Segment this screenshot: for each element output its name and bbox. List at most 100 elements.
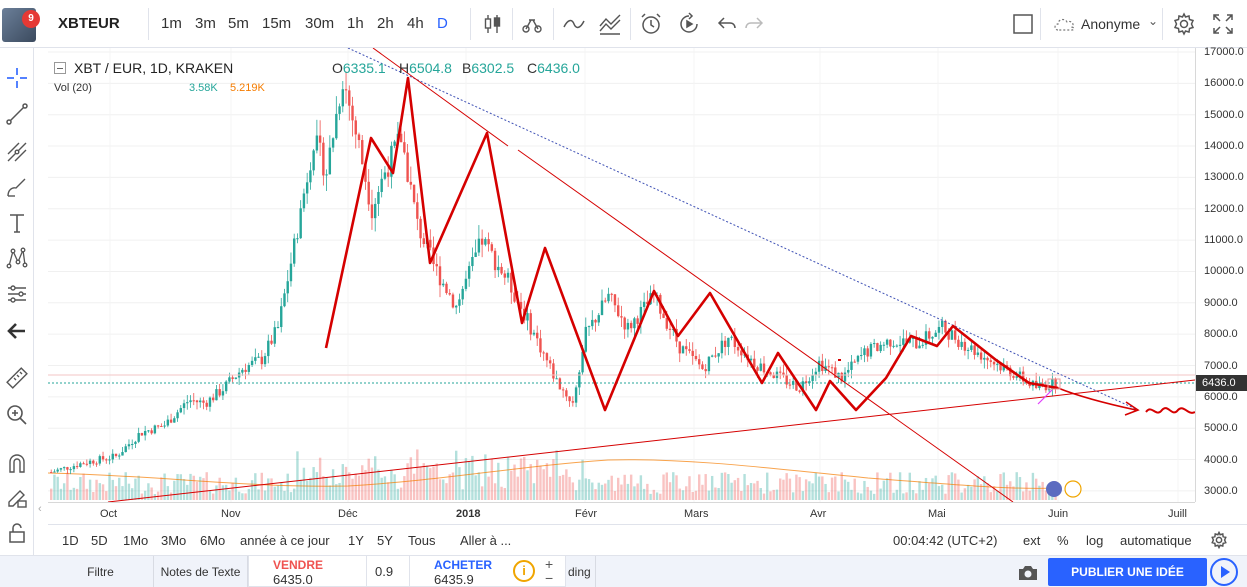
timeframe-4h[interactable]: 4h [407,15,424,32]
toggle-log[interactable]: log [1086,533,1104,548]
play-icon[interactable] [1210,558,1238,586]
lock-pencil-icon[interactable] [5,486,29,510]
chevron-down-icon[interactable]: ⌄ [1148,14,1159,28]
lock-icon[interactable] [5,521,29,545]
quantity-value[interactable]: 0.9 [375,564,394,579]
camera-icon[interactable] [1017,564,1039,582]
timeframe-30m[interactable]: 30m [305,15,335,32]
chevron-left-icon[interactable]: ‹ [38,503,42,515]
info-icon[interactable]: i [513,560,535,582]
candle-body [986,357,989,361]
candle-body [662,313,665,318]
volume-bar [876,472,879,500]
candle-body [75,466,79,468]
volume-bar [986,483,989,500]
tab-trading[interactable]: ding [566,556,596,587]
timeframe-5m[interactable]: 5m [228,15,249,32]
user-menu[interactable]: Anonyme [1081,16,1141,32]
zoom-in-icon[interactable] [5,403,29,427]
goto-date[interactable]: Aller à ... [460,533,512,548]
candles-icon[interactable] [481,12,505,36]
symbol-search[interactable]: XBTEUR [58,15,120,32]
candle-body [558,378,562,390]
volume-bar [260,472,263,500]
range-1d[interactable]: 1D [62,533,79,548]
undo-icon[interactable] [715,12,739,36]
quantity-minus-button[interactable]: − [545,570,554,586]
volume-bar [539,465,542,500]
indicators-icon[interactable] [562,12,586,36]
volume-bar [493,483,497,500]
expand-icon[interactable] [1211,12,1235,36]
range-1y[interactable]: 1Y [348,533,364,548]
trend-line-icon[interactable] [5,102,29,126]
timeframe-d[interactable]: D [437,15,448,32]
volume-bar [267,478,270,500]
tab-notes[interactable]: Notes de Texte [154,556,248,587]
price-axis[interactable]: 17000.0 16000.0 15000.0 14000.0 13000.0 12000… [1195,46,1247,502]
user-drawings[interactable] [107,48,1195,502]
range-all[interactable]: Tous [408,533,436,548]
candle-body [587,326,591,328]
volume-bar [960,492,963,500]
candle-body [338,106,341,114]
price-chart[interactable] [48,48,1195,502]
candle-body [581,351,584,373]
volume-bar [853,478,856,500]
volume-bar [872,493,876,500]
timeframe-1m[interactable]: 1m [161,15,182,32]
toggle-auto[interactable]: automatique [1120,533,1192,548]
ruler-icon[interactable] [5,366,29,390]
fullscreen-box-icon[interactable] [1011,12,1035,36]
gear-icon[interactable] [1172,12,1196,36]
pitchfork-icon[interactable] [5,140,29,164]
volume-bar [140,493,144,500]
gear-icon[interactable] [1210,531,1228,549]
range-5d[interactable]: 5D [91,533,108,548]
volume-bar [613,490,617,500]
brush-icon[interactable] [5,175,29,199]
series-title[interactable]: XBT / EUR, 1D, KRAKEN [74,60,234,76]
quantity-plus-button[interactable]: + [545,556,554,572]
tab-filtre[interactable]: Filtre [48,556,154,587]
prediction-icon[interactable] [5,282,29,306]
replay-icon[interactable] [677,12,701,36]
volume-bar [830,477,834,500]
collapse-legend-icon[interactable] [54,62,66,74]
price-tick-label: 14000.0 [1204,140,1244,153]
timeframe-1h[interactable]: 1h [347,15,364,32]
pattern-icon[interactable] [5,246,29,270]
range-6mo[interactable]: 6Mo [200,533,226,548]
toggle-ext[interactable]: ext [1023,533,1041,548]
buy-button[interactable]: ACHETER 6435.9 [409,556,527,587]
alarm-clock-icon[interactable] [639,12,663,36]
redo-icon[interactable] [742,12,766,36]
volume-bar [623,474,626,500]
timeframe-2h[interactable]: 2h [377,15,394,32]
sell-button[interactable]: VENDRE 6435.0 [249,556,367,587]
range-5y[interactable]: 5Y [377,533,393,548]
time-axis[interactable]: Oct Nov Déc 2018 Févr Mars Avr Mai Juin Juill [48,502,1195,524]
templates-icon[interactable] [598,12,622,36]
timeframe-3m[interactable]: 3m [195,15,216,32]
candle-body [597,315,600,323]
range-ytd[interactable]: année à ce jour [240,533,330,548]
compare-icon[interactable] [520,12,544,36]
volume-bar [293,488,296,500]
publish-idea-button[interactable]: PUBLIER UNE IDÉE [1048,558,1207,586]
timeframe-15m[interactable]: 15m [262,15,292,32]
toggle-percent[interactable]: % [1057,533,1069,548]
text-icon[interactable] [5,211,29,235]
volume-bar [746,485,749,500]
volume-bar [425,465,429,500]
range-3mo[interactable]: 3Mo [161,533,187,548]
range-1mo[interactable]: 1Mo [123,533,149,548]
crosshair-icon[interactable] [5,66,29,90]
magnet-icon[interactable] [5,452,29,476]
volume-bar [442,479,445,500]
volume-bar [218,477,221,500]
back-arrow-icon[interactable] [5,319,29,343]
candle-body [361,140,364,165]
clock-timezone[interactable]: 00:04:42 (UTC+2) [893,533,998,548]
volume-title[interactable]: Vol (20) [54,82,92,94]
